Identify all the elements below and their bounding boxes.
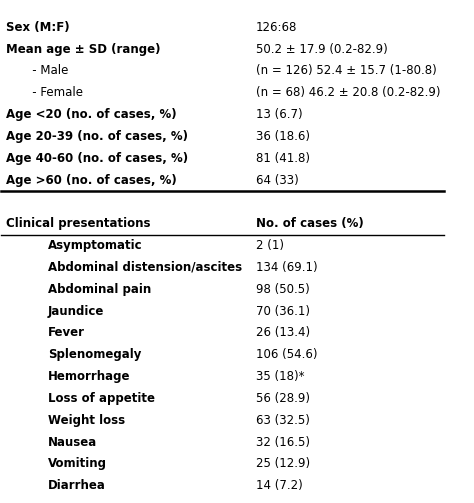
Text: 70 (36.1): 70 (36.1) <box>256 305 310 317</box>
Text: 134 (69.1): 134 (69.1) <box>256 261 318 274</box>
Text: Loss of appetite: Loss of appetite <box>48 392 155 405</box>
Text: 126:68: 126:68 <box>256 21 297 34</box>
Text: 106 (54.6): 106 (54.6) <box>256 348 318 361</box>
Text: (n = 68) 46.2 ± 20.8 (0.2-82.9): (n = 68) 46.2 ± 20.8 (0.2-82.9) <box>256 87 440 99</box>
Text: 13 (6.7): 13 (6.7) <box>256 108 303 121</box>
Text: Weight loss: Weight loss <box>48 413 125 427</box>
Text: Clinical presentations: Clinical presentations <box>6 217 150 230</box>
Text: No. of cases (%): No. of cases (%) <box>256 217 364 230</box>
Text: - Female: - Female <box>21 87 83 99</box>
Text: Mean age ± SD (range): Mean age ± SD (range) <box>6 43 160 56</box>
Text: Age 40-60 (no. of cases, %): Age 40-60 (no. of cases, %) <box>6 152 188 165</box>
Text: 36 (18.6): 36 (18.6) <box>256 130 310 143</box>
Text: Jaundice: Jaundice <box>48 305 104 317</box>
Text: 32 (16.5): 32 (16.5) <box>256 436 310 449</box>
Text: 14 (7.2): 14 (7.2) <box>256 479 303 492</box>
Text: (n = 126) 52.4 ± 15.7 (1-80.8): (n = 126) 52.4 ± 15.7 (1-80.8) <box>256 64 437 77</box>
Text: Age 20-39 (no. of cases, %): Age 20-39 (no. of cases, %) <box>6 130 188 143</box>
Text: Nausea: Nausea <box>48 436 97 449</box>
Text: Age >60 (no. of cases, %): Age >60 (no. of cases, %) <box>6 174 177 187</box>
Text: Asymptomatic: Asymptomatic <box>48 239 143 252</box>
Text: Abdominal distension/ascites: Abdominal distension/ascites <box>48 261 242 274</box>
Text: 2 (1): 2 (1) <box>256 239 284 252</box>
Text: 25 (12.9): 25 (12.9) <box>256 457 310 470</box>
Text: Splenomegaly: Splenomegaly <box>48 348 141 361</box>
Text: Diarrhea: Diarrhea <box>48 479 106 492</box>
Text: 26 (13.4): 26 (13.4) <box>256 326 310 340</box>
Text: Vomiting: Vomiting <box>48 457 107 470</box>
Text: Fever: Fever <box>48 326 85 340</box>
Text: Hemorrhage: Hemorrhage <box>48 370 130 383</box>
Text: 64 (33): 64 (33) <box>256 174 299 187</box>
Text: - Male: - Male <box>21 64 69 77</box>
Text: 63 (32.5): 63 (32.5) <box>256 413 310 427</box>
Text: 50.2 ± 17.9 (0.2-82.9): 50.2 ± 17.9 (0.2-82.9) <box>256 43 388 56</box>
Text: Abdominal pain: Abdominal pain <box>48 283 151 296</box>
Text: Age <20 (no. of cases, %): Age <20 (no. of cases, %) <box>6 108 176 121</box>
Text: Sex (M:F): Sex (M:F) <box>6 21 70 34</box>
Text: 98 (50.5): 98 (50.5) <box>256 283 310 296</box>
Text: 35 (18)*: 35 (18)* <box>256 370 304 383</box>
Text: 56 (28.9): 56 (28.9) <box>256 392 310 405</box>
Text: 81 (41.8): 81 (41.8) <box>256 152 310 165</box>
